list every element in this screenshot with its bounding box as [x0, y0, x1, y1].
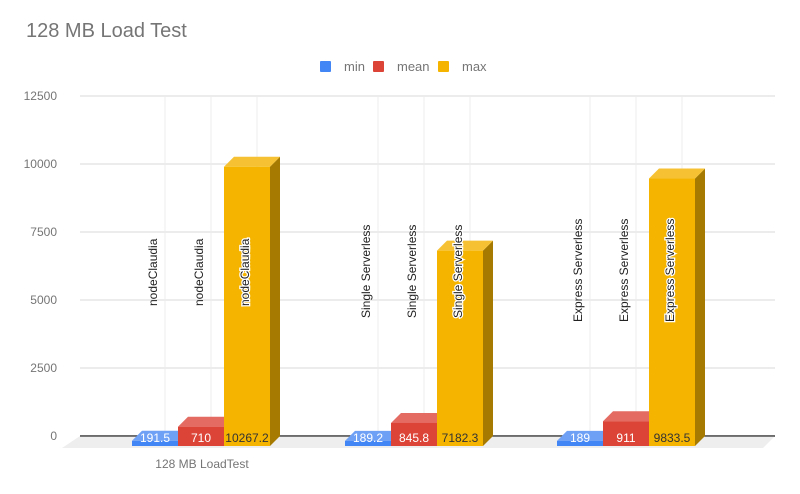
- bar-group-single-serverless: 189.2 845.8 7182.3 Single Serverless Single …: [345, 223, 493, 446]
- legend-label-min: min: [344, 58, 365, 74]
- bar-max[interactable]: 9833.5: [649, 168, 705, 446]
- bar-value-label: 189: [570, 431, 590, 445]
- bar-value-label: 7182.3: [442, 431, 479, 445]
- bar-value-label: 710: [191, 431, 211, 445]
- bar-category-label: Single Serverless: [405, 225, 419, 318]
- bar-max[interactable]: 10267.2: [224, 156, 280, 446]
- bar-value-label: 845.8: [399, 431, 429, 445]
- bar-min[interactable]: 189: [557, 430, 613, 446]
- bar-category-label: Single Serverless: [359, 225, 373, 318]
- legend-swatch-max: [438, 60, 449, 72]
- legend: min mean max: [0, 56, 800, 76]
- bar-category-label: nodeClaudia: [146, 238, 160, 306]
- legend-item-min[interactable]: min: [320, 56, 365, 76]
- bar-category-label: Express Serverless: [617, 219, 631, 322]
- bar-value-label: 191.5: [140, 431, 170, 445]
- bar-value-label: 10267.2: [225, 431, 269, 445]
- legend-item-max[interactable]: max: [438, 56, 487, 76]
- bar-value-label: 9833.5: [654, 431, 691, 445]
- y-tick-label: 7500: [30, 225, 57, 239]
- bar-group-express-serverless: 189 911 9833.5 Express Serverless Express Se…: [557, 168, 705, 446]
- legend-label-mean: mean: [397, 58, 430, 74]
- chart-title: 128 MB Load Test: [26, 20, 187, 42]
- bar-max[interactable]: 7182.3: [437, 240, 493, 446]
- bar-category-label: Single Serverless: [451, 225, 465, 318]
- legend-label-max: max: [462, 58, 487, 74]
- legend-swatch-min: [320, 60, 331, 72]
- y-tick-label: 2500: [30, 361, 57, 375]
- bar-category-label: Express Serverless: [571, 219, 585, 322]
- y-tick-label: 5000: [30, 293, 57, 307]
- y-tick-label: 0: [50, 429, 57, 443]
- x-axis-label: 128 MB LoadTest: [155, 457, 249, 471]
- bar-category-label: nodeClaudia: [238, 238, 252, 306]
- bar-value-label: 189.2: [353, 431, 383, 445]
- bar-category-label: nodeClaudia: [192, 238, 206, 306]
- bar-value-label: 911: [616, 431, 635, 445]
- y-tick-label: 10000: [24, 157, 58, 171]
- bar-category-label: Express Serverless: [663, 219, 677, 322]
- bar-group-nodeclaudia: 191.5 710 10267.2 nodeClaudia nodeClaudia nod…: [132, 156, 280, 446]
- y-tick-label: 12500: [24, 89, 58, 103]
- legend-swatch-mean: [373, 60, 384, 72]
- legend-item-mean[interactable]: mean: [373, 56, 430, 76]
